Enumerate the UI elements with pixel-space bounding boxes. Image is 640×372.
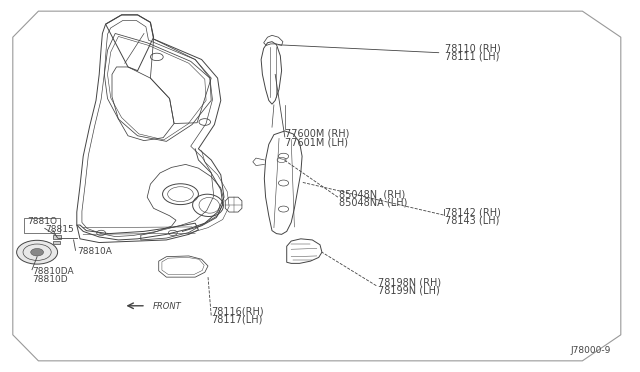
Text: 78198N (RH): 78198N (RH) [378,278,441,288]
Text: 77601M (LH): 77601M (LH) [285,137,348,147]
Text: 85048N  (RH): 85048N (RH) [339,189,406,199]
Text: 78810DA: 78810DA [32,267,74,276]
Circle shape [17,240,58,264]
Text: 78143 (LH): 78143 (LH) [445,215,499,225]
Text: 85048NA (LH): 85048NA (LH) [339,198,408,207]
Text: 78810A: 78810A [77,247,111,256]
Text: 78117(LH): 78117(LH) [211,315,262,325]
Text: 7881O: 7881O [28,217,58,226]
Text: 78111 (LH): 78111 (LH) [445,52,499,61]
Text: 78142 (RH): 78142 (RH) [445,207,500,217]
Text: 77600M (RH): 77600M (RH) [285,129,349,139]
Text: FRONT: FRONT [152,302,181,311]
Text: J78000-9: J78000-9 [571,346,611,355]
Text: 78199N (LH): 78199N (LH) [378,286,439,296]
Text: 78810D: 78810D [32,275,68,283]
Circle shape [31,248,44,256]
Bar [53,235,61,239]
Text: 78110 (RH): 78110 (RH) [445,44,500,53]
Text: 78116(RH): 78116(RH) [211,307,264,317]
Text: 78815: 78815 [45,225,74,234]
Bar [53,241,60,244]
